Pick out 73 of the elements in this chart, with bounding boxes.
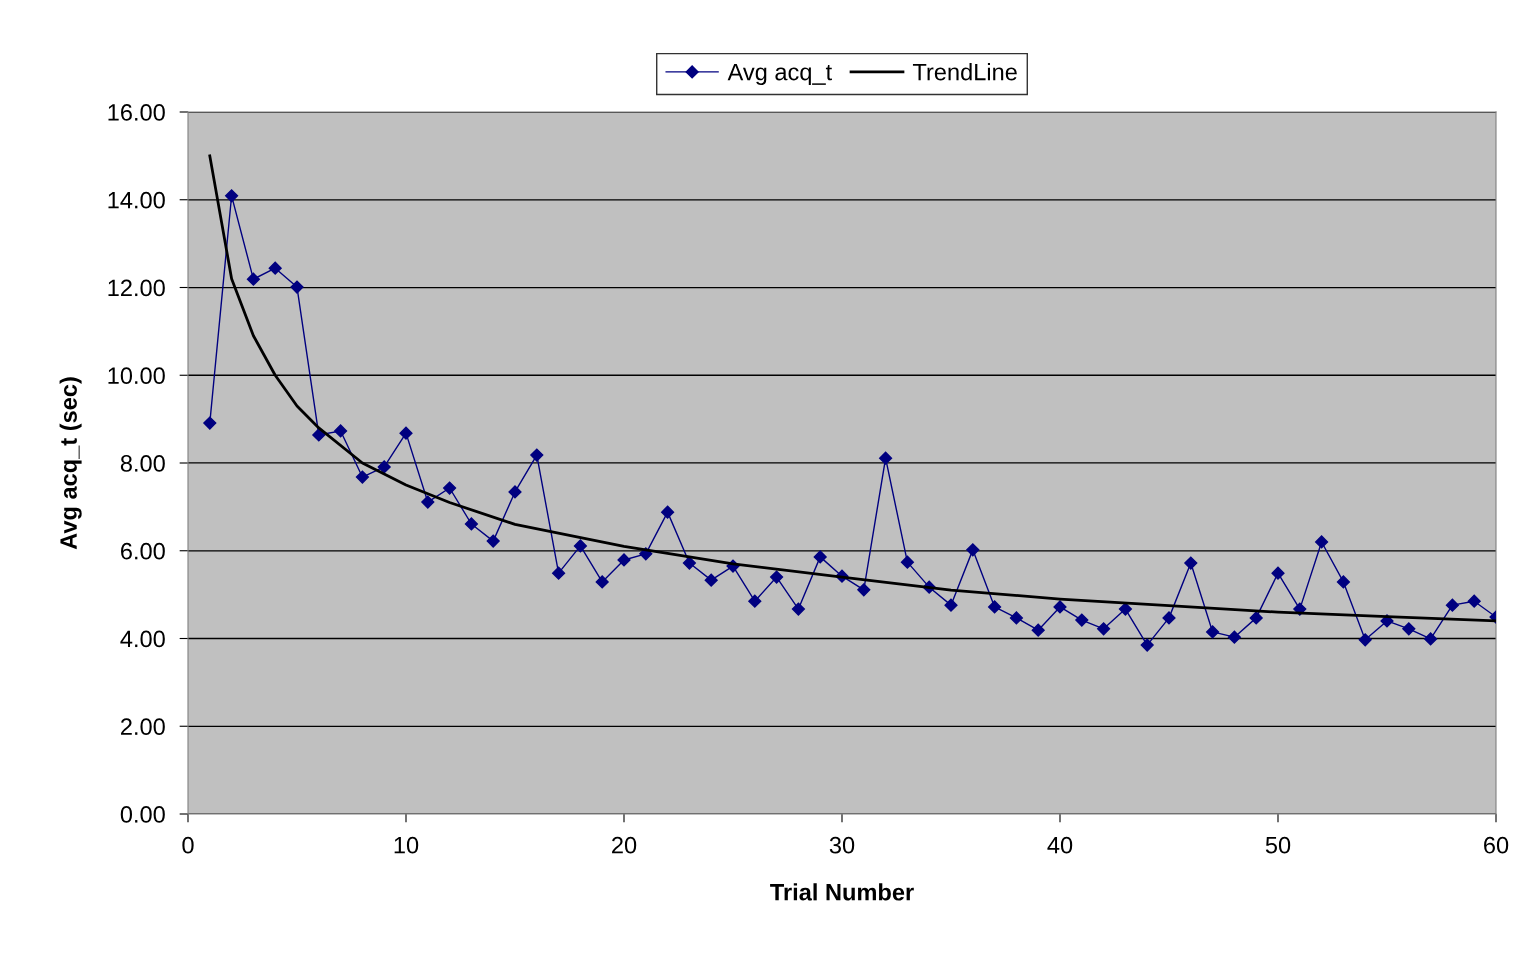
point	[355, 470, 369, 484]
point	[1206, 625, 1220, 639]
point	[552, 566, 566, 580]
point	[464, 517, 478, 531]
point	[900, 555, 914, 569]
point	[290, 280, 304, 294]
y-tick-label: 14.00	[108, 191, 165, 209]
point	[1424, 632, 1438, 646]
point	[1358, 633, 1372, 647]
point	[1445, 598, 1459, 612]
legend-label: TrendLine	[912, 63, 1017, 81]
point	[944, 598, 958, 612]
y-tick-label: 2.00	[121, 718, 165, 736]
y-tick-label: 4.00	[120, 630, 165, 648]
point	[508, 485, 522, 499]
point	[595, 575, 609, 589]
point	[704, 573, 718, 587]
point	[1336, 575, 1350, 589]
point	[573, 539, 587, 553]
x-axis-title: Trial Number	[770, 883, 914, 901]
x-tick-label: 30	[829, 836, 855, 854]
x-tick-label: 0	[182, 836, 194, 854]
point	[1271, 566, 1285, 580]
y-tick-label: 8.00	[120, 455, 165, 472]
point	[748, 594, 762, 608]
x-tick-label: 60	[1484, 836, 1509, 854]
point	[857, 583, 871, 597]
point	[203, 416, 217, 430]
y-tick-label: 10.00	[108, 367, 165, 385]
y-axis-title: Avg acq_t (sec)	[59, 377, 82, 550]
point	[966, 543, 980, 557]
point	[988, 600, 1002, 614]
point	[246, 272, 260, 286]
point	[1053, 600, 1067, 614]
point	[813, 550, 827, 564]
point	[1184, 556, 1198, 570]
point	[1315, 535, 1329, 549]
point	[268, 261, 282, 275]
point	[1249, 611, 1263, 625]
point	[1227, 630, 1241, 644]
point	[682, 556, 696, 570]
point	[879, 451, 893, 465]
x-tick-label: 20	[612, 836, 637, 854]
point	[225, 189, 239, 203]
y-tick-label: 16.00	[108, 104, 165, 121]
x-tick-label: 40	[1047, 836, 1073, 854]
point	[1118, 602, 1132, 616]
point	[661, 505, 675, 519]
point	[443, 481, 457, 495]
y-tick-label: 6.00	[121, 542, 165, 560]
y-tick-label: 0.00	[120, 806, 165, 823]
legend-label: Avg acq_t	[727, 63, 832, 86]
point	[1031, 623, 1045, 637]
point	[486, 534, 500, 548]
point	[770, 570, 784, 584]
point	[1140, 638, 1154, 652]
x-tick-label: 50	[1265, 836, 1291, 854]
point	[377, 460, 391, 474]
point	[1009, 611, 1023, 625]
point	[1075, 613, 1089, 627]
point	[334, 424, 348, 438]
point	[617, 553, 631, 567]
point	[791, 602, 805, 616]
point	[421, 495, 435, 509]
x-tick-label: 10	[394, 836, 419, 854]
point	[1097, 622, 1111, 636]
point	[1402, 622, 1416, 636]
y-tick-label: 12.00	[108, 279, 165, 297]
point	[399, 426, 413, 440]
point	[530, 448, 544, 462]
point	[1162, 611, 1176, 625]
point	[312, 428, 326, 442]
point	[1467, 594, 1481, 608]
